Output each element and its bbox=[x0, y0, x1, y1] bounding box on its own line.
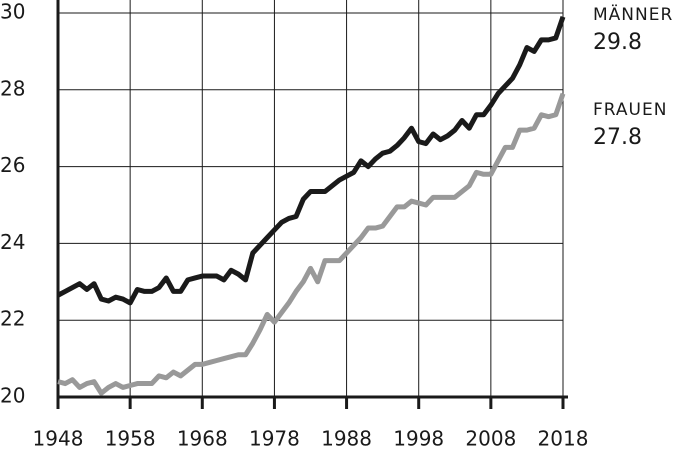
y-tick-label: 26 bbox=[0, 153, 25, 177]
x-tick-label: 1998 bbox=[393, 427, 444, 449]
x-tick-label: 1948 bbox=[33, 427, 84, 449]
x-tick-label: 1988 bbox=[321, 427, 372, 449]
x-tick-label: 1958 bbox=[105, 427, 156, 449]
series-label: FRAUEN bbox=[593, 100, 667, 120]
series-end-value: 27.8 bbox=[593, 125, 642, 150]
series-label: MÄNNER bbox=[593, 4, 673, 25]
y-tick-label: 28 bbox=[0, 76, 25, 100]
series-line bbox=[56, 16, 566, 306]
y-tick-label: 22 bbox=[0, 307, 25, 331]
x-tick-label: 1978 bbox=[249, 427, 300, 449]
x-tick-label: 2018 bbox=[538, 427, 589, 449]
x-tick-label: 2008 bbox=[465, 427, 516, 449]
y-tick-label: 20 bbox=[0, 384, 25, 408]
y-tick-label: 24 bbox=[0, 230, 25, 254]
series-line bbox=[57, 92, 566, 396]
series-end-value: 29.8 bbox=[593, 30, 642, 55]
y-tick-label: 30 bbox=[0, 0, 25, 24]
x-tick-label: 1968 bbox=[177, 427, 228, 449]
